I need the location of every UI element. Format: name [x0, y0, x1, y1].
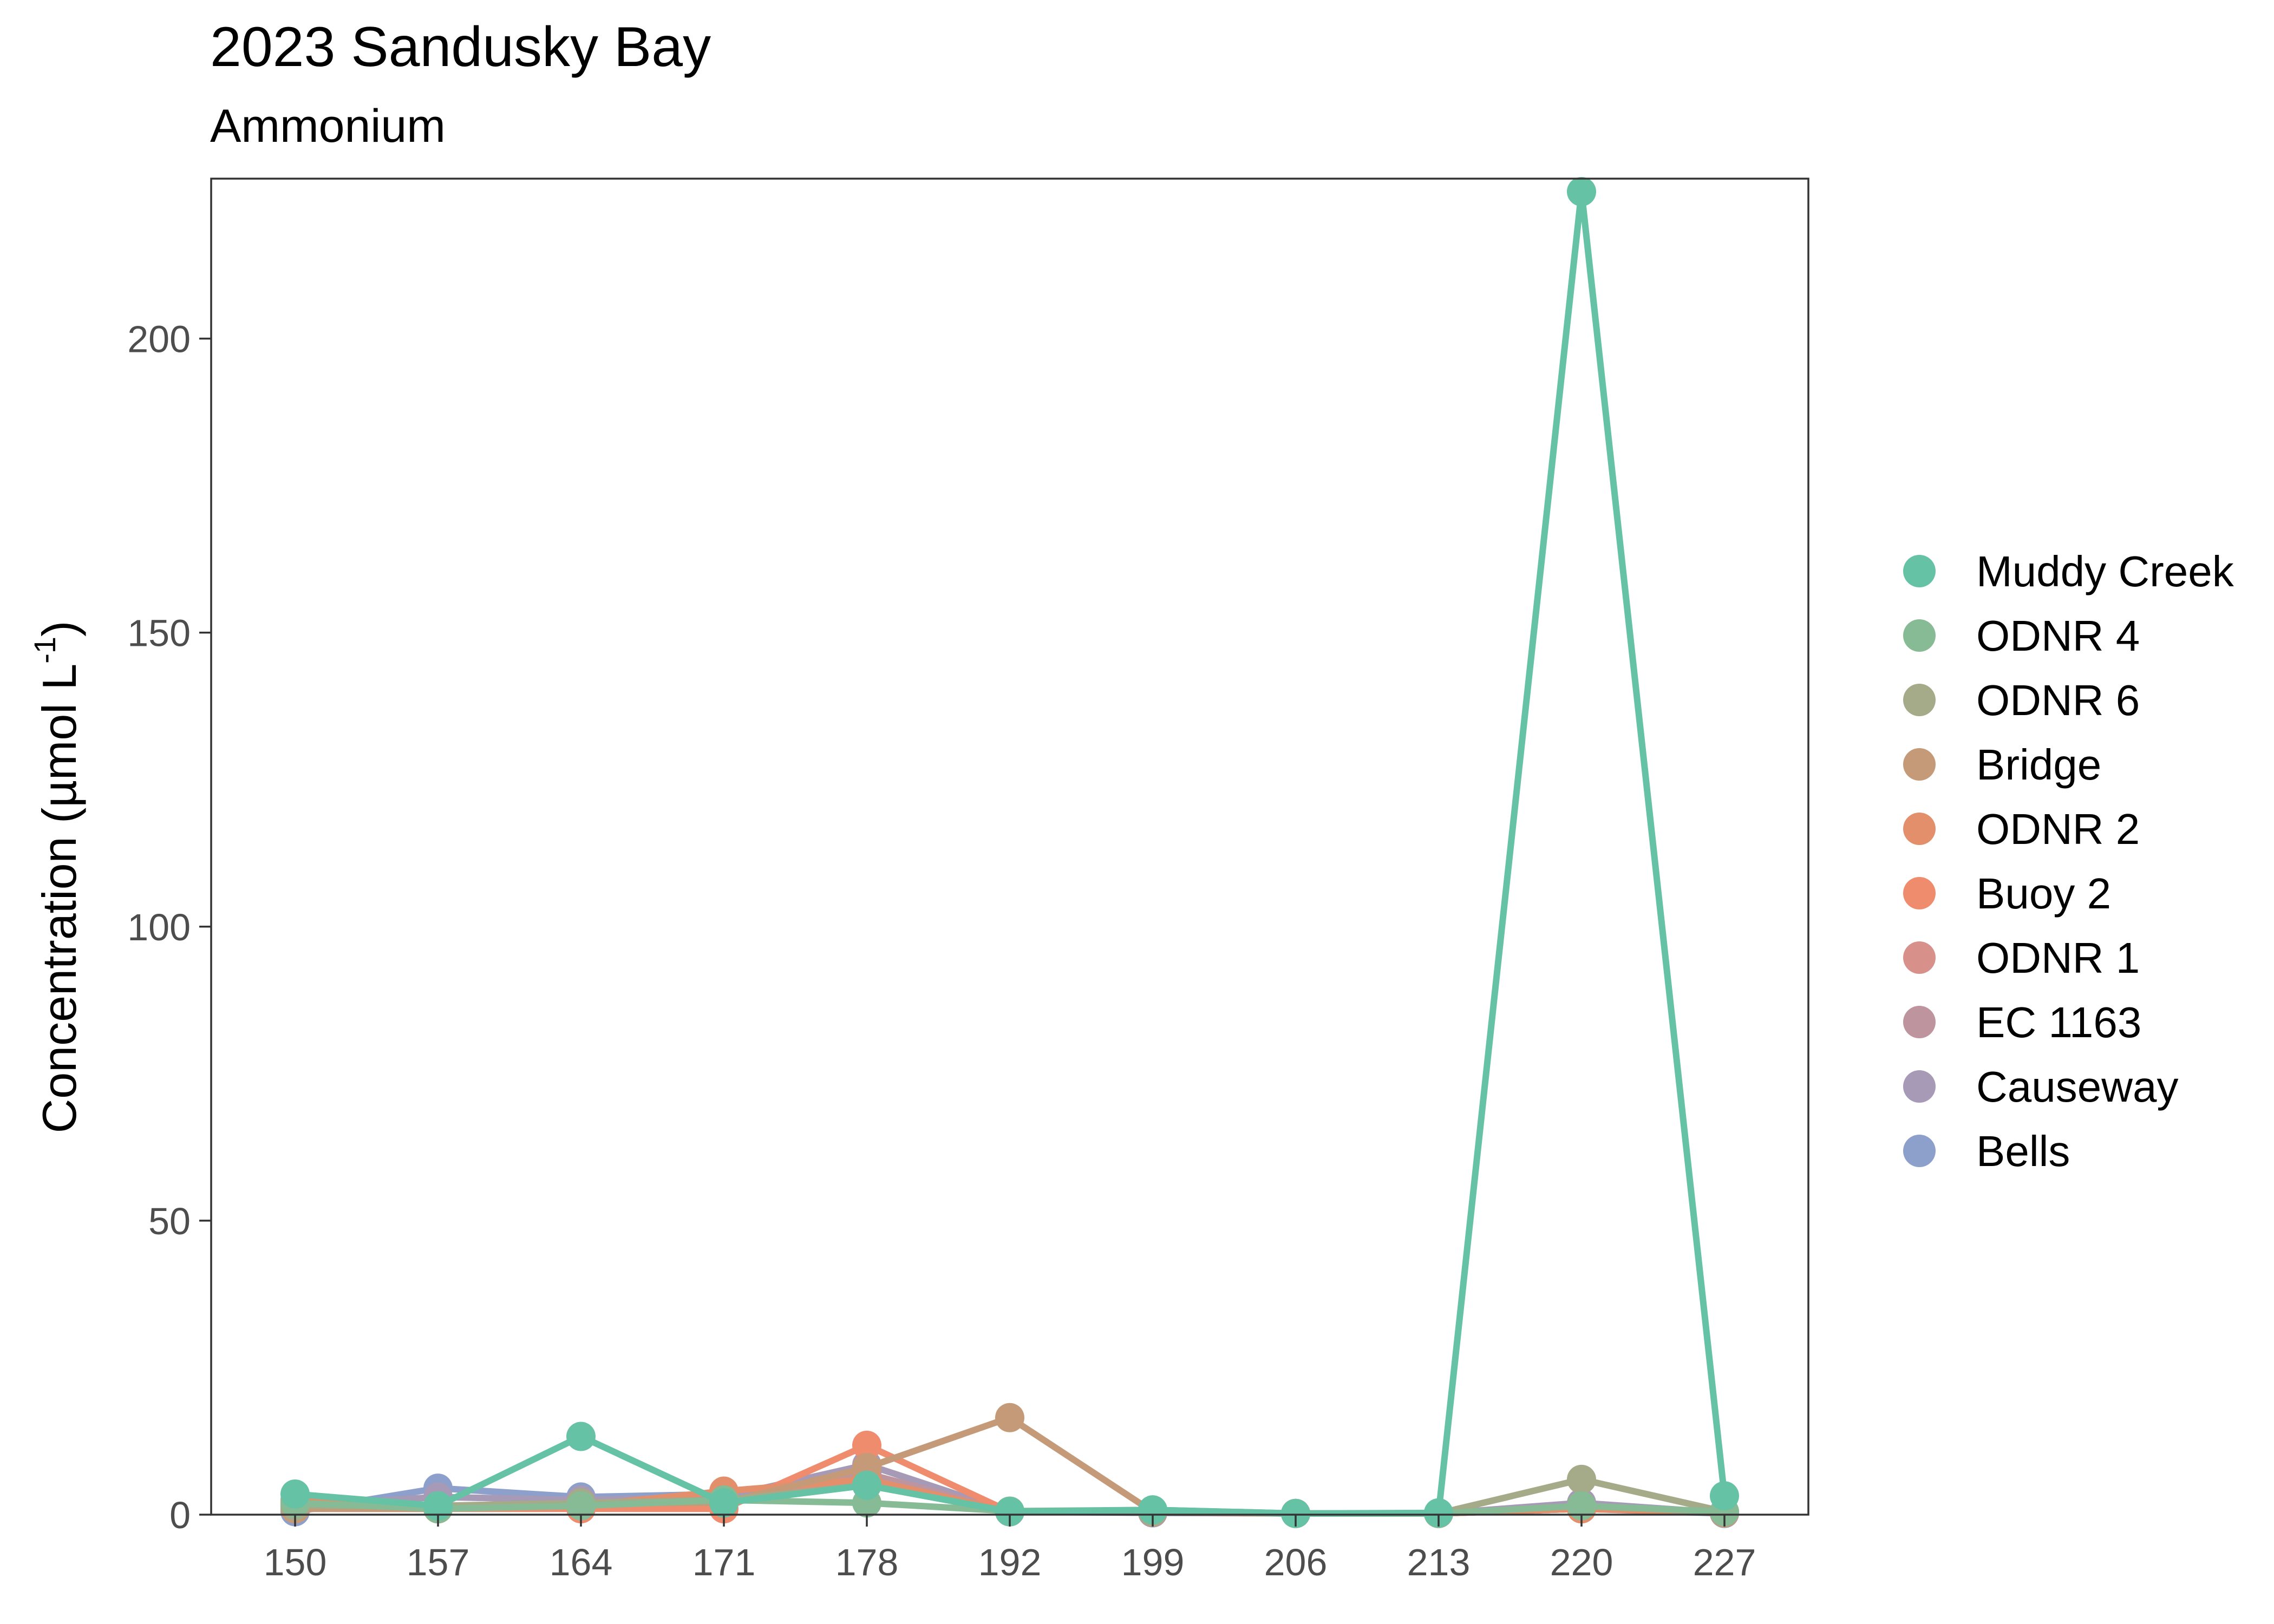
legend-key	[1903, 555, 1936, 587]
x-tick-label: 227	[1693, 1541, 1756, 1583]
y-axis: 0 50 100 150 200	[127, 318, 211, 1536]
legend-label: Causeway	[1976, 1063, 2179, 1111]
legend-item: ODNR 4	[1903, 612, 2140, 660]
legend-label: Bridge	[1976, 741, 2101, 789]
x-tick-label: 164	[550, 1541, 613, 1583]
legend-label: ODNR 1	[1976, 934, 2140, 982]
data-point	[852, 1470, 881, 1500]
y-axis-title-main: Concentration (µmol L	[32, 664, 86, 1134]
data-point	[280, 1479, 310, 1509]
legend-key	[1903, 877, 1936, 909]
legend-key	[1903, 1070, 1936, 1103]
data-point	[709, 1488, 739, 1518]
legend-key	[1903, 684, 1936, 716]
x-tick-label: 171	[692, 1541, 756, 1583]
legend-key	[1903, 1006, 1936, 1038]
x-tick-label: 199	[1121, 1541, 1185, 1583]
x-axis: 150 157 164 171 178 192 199 206 213 220 227	[264, 1515, 1756, 1583]
legend-key	[1903, 1135, 1936, 1167]
legend-key	[1903, 748, 1936, 781]
plot-panel-border	[210, 178, 1809, 1516]
y-tick-label: 100	[127, 906, 191, 948]
data-point	[1567, 1491, 1596, 1521]
x-tick-label: 150	[264, 1541, 327, 1583]
legend-item: ODNR 6	[1903, 676, 2140, 724]
x-tick-label: 206	[1264, 1541, 1328, 1583]
x-tick-label: 178	[835, 1541, 899, 1583]
legend-item: ODNR 1	[1903, 934, 2140, 982]
chart-subtitle: Ammonium	[210, 100, 446, 152]
data-point	[1710, 1481, 1739, 1511]
legend-label: Buoy 2	[1976, 869, 2111, 918]
legend-label: ODNR 6	[1976, 676, 2140, 724]
legend-label: Muddy Creek	[1976, 547, 2234, 595]
legend-label: EC 1163	[1976, 998, 2141, 1046]
chart-title: 2023 Sandusky Bay	[210, 16, 711, 78]
legend-label: ODNR 2	[1976, 805, 2140, 853]
plot-area	[280, 177, 1739, 1528]
y-tick-label: 150	[127, 612, 191, 654]
data-point	[1567, 177, 1596, 206]
data-point	[995, 1403, 1024, 1432]
legend-key	[1903, 813, 1936, 845]
y-tick-label: 200	[127, 318, 191, 361]
legend-item: Muddy Creek	[1903, 547, 2234, 595]
legend-item: ODNR 2	[1903, 805, 2140, 853]
legend: Muddy Creek ODNR 4 ODNR 6 Bridge ODNR 2 Buoy …	[1903, 547, 2234, 1175]
y-tick-label: 50	[148, 1200, 191, 1242]
y-axis-title: Concentration (µmol L-1)	[28, 621, 86, 1134]
legend-item: Bells	[1903, 1127, 2070, 1175]
series-muddy-creek	[280, 177, 1739, 1528]
legend-item: Bridge	[1903, 741, 2101, 789]
x-tick-label: 220	[1550, 1541, 1613, 1583]
y-axis-title-close: )	[32, 621, 86, 637]
y-axis-title-superscript: -1	[28, 637, 62, 664]
svg-text:Concentration (µmol L-1): Concentration (µmol L-1)	[28, 621, 86, 1134]
data-point	[852, 1430, 881, 1460]
y-tick-label: 0	[169, 1494, 191, 1536]
data-point	[1138, 1495, 1167, 1525]
data-point	[1281, 1498, 1310, 1528]
x-tick-label: 213	[1407, 1541, 1471, 1583]
x-tick-label: 192	[978, 1541, 1042, 1583]
legend-label: ODNR 4	[1976, 612, 2140, 660]
legend-key	[1903, 941, 1936, 974]
x-tick-label: 157	[407, 1541, 470, 1583]
data-point	[995, 1497, 1024, 1527]
legend-item: Buoy 2	[1903, 869, 2111, 918]
legend-label: Bells	[1976, 1127, 2070, 1175]
data-point	[1424, 1498, 1453, 1528]
legend-key	[1903, 619, 1936, 652]
data-point	[566, 1422, 596, 1451]
data-point	[1567, 1464, 1596, 1494]
legend-item: Causeway	[1903, 1063, 2179, 1111]
series-line	[292, 188, 1728, 1517]
data-point	[423, 1491, 453, 1521]
data-point	[566, 1491, 596, 1521]
legend-item: EC 1163	[1903, 998, 2141, 1046]
